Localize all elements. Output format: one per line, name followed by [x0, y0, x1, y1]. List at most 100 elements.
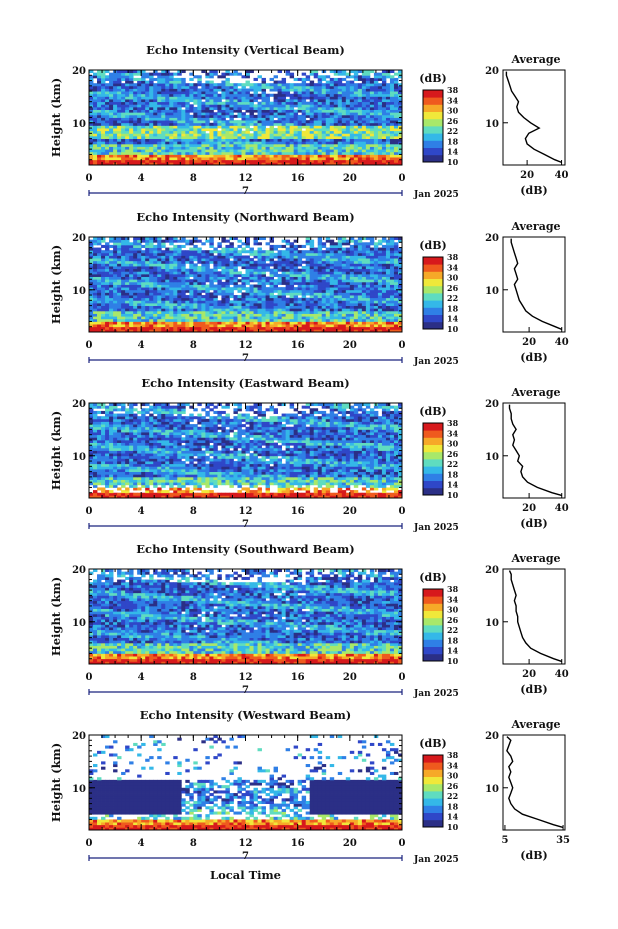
date-marker: 7 [242, 685, 249, 696]
colorbar-swatch [423, 769, 443, 777]
colorbar-tick-label: 14 [447, 314, 459, 324]
colorbar-tick-label: 22 [447, 791, 458, 801]
y-axis-label: Height (km) [49, 577, 63, 656]
colorbar-swatch [423, 314, 443, 323]
colorbar-frame [422, 256, 444, 330]
profile-line [506, 736, 564, 829]
colorbar-tick-label: 18 [447, 303, 459, 313]
x-tick-label: 16 [291, 506, 305, 517]
average-profile: Average 10 20 20 40 (dB) [485, 386, 569, 530]
colorbar-swatch [423, 487, 443, 496]
colorbar-unit: (dB) [419, 571, 446, 584]
x-tick-label: 20 [343, 672, 357, 683]
y-tick-label: 20 [72, 66, 86, 77]
colorbar-tick-label: 34 [447, 760, 459, 770]
y-tick-label: 20 [72, 233, 86, 244]
y-tick-label: 10 [72, 452, 86, 463]
colorbar-swatch [423, 430, 443, 438]
profile-x-tick-label: 20 [522, 337, 536, 348]
colorbar-tick-label: 34 [447, 262, 459, 272]
date-marker: 7 [242, 353, 249, 364]
profile-frame [502, 236, 566, 333]
colorbar-tick-label: 18 [447, 801, 459, 811]
heatmap-cells [89, 237, 403, 333]
x-tick-label: 8 [190, 340, 197, 351]
profile-x-tick-label: 40 [555, 503, 569, 514]
y-tick-label: 10 [72, 784, 86, 795]
x-tick-label: 8 [190, 173, 197, 184]
profile-x-label: (dB) [520, 849, 547, 862]
date-marker: 7 [242, 186, 249, 197]
colorbar-swatch [423, 104, 443, 112]
x-tick-label: 0 [399, 838, 406, 849]
colorbar-tick-label: 14 [447, 480, 459, 490]
x-tick-label: 16 [291, 173, 305, 184]
x-tick-label: 0 [399, 340, 406, 351]
colorbar-tick-label: 10 [447, 656, 459, 666]
colorbar-swatch [423, 776, 443, 785]
profile-x-label: (dB) [520, 683, 547, 696]
colorbar-tick-label: 26 [447, 449, 459, 459]
colorbar-swatch [423, 307, 443, 315]
y-tick-label: 10 [72, 286, 86, 297]
date-label: Jan 2025 [413, 357, 459, 367]
date-label: Jan 2025 [413, 689, 459, 699]
colorbar-frame [422, 422, 444, 496]
colorbar-swatch [423, 791, 443, 799]
colorbar-swatch [423, 632, 443, 640]
x-tick-label: 20 [343, 838, 357, 849]
heatmap-cells [89, 569, 403, 665]
x-tick-label: 20 [343, 340, 357, 351]
profile-y-tick-label: 10 [485, 286, 499, 297]
panel-title: Echo Intensity (Southward Beam) [136, 542, 354, 556]
profile-x-tick-label: 40 [555, 669, 569, 680]
colorbar-swatch [423, 610, 443, 619]
colorbar-swatch [423, 617, 443, 626]
profile-y-tick-label: 20 [485, 66, 499, 77]
colorbar-swatch [423, 293, 443, 301]
profile-title: Average [510, 53, 560, 66]
colorbar-tick-label: 30 [447, 106, 459, 116]
colorbar-tick-label: 26 [447, 116, 459, 126]
colorbar-swatch [423, 154, 443, 163]
colorbar-tick-label: 38 [447, 252, 459, 262]
colorbar-frame [422, 89, 444, 163]
colorbar-tick-label: 30 [447, 771, 459, 781]
colorbar-swatch [423, 300, 443, 308]
colorbar-tick-label: 10 [447, 822, 459, 832]
average-profile: Average 10 20 20 40 (dB) [485, 220, 569, 364]
date-label: Jan 2025 [413, 523, 459, 533]
x-tick-label: 4 [138, 672, 145, 683]
colorbar-tick-label: 30 [447, 605, 459, 615]
panel-5: Echo Intensity (Westward Beam) 10 20 Height… [49, 708, 570, 865]
x-tick-label: 16 [291, 340, 305, 351]
colorbar-swatch [423, 285, 443, 294]
average-profile: Average 10 20 5 35 (dB) [485, 718, 570, 862]
profile-line [505, 71, 562, 164]
y-tick-label: 10 [72, 618, 86, 629]
x-tick-label: 0 [86, 340, 93, 351]
colorbar-swatch [423, 321, 443, 330]
colorbar-swatch [423, 646, 443, 655]
colorbar-swatch [423, 596, 443, 604]
x-tick-label: 12 [239, 173, 253, 184]
colorbar-tick-label: 10 [447, 324, 459, 334]
colorbar-tick-label: 10 [447, 157, 459, 167]
x-tick-label: 8 [190, 672, 197, 683]
heatmap-cells [89, 70, 403, 166]
colorbar-swatch [423, 783, 443, 792]
colorbar-swatch [423, 473, 443, 481]
profile-x-label: (dB) [520, 517, 547, 530]
colorbar-unit: (dB) [419, 737, 446, 750]
colorbar-swatch [423, 111, 443, 120]
x-tick-label: 4 [138, 506, 145, 517]
date-marker: 7 [242, 519, 249, 530]
y-tick-label: 20 [72, 399, 86, 410]
colorbar-unit: (dB) [419, 72, 446, 85]
colorbar-tick-label: 14 [447, 147, 459, 157]
colorbar-swatch [423, 819, 443, 828]
colorbar-tick-label: 26 [447, 283, 459, 293]
colorbar-swatch [423, 459, 443, 467]
